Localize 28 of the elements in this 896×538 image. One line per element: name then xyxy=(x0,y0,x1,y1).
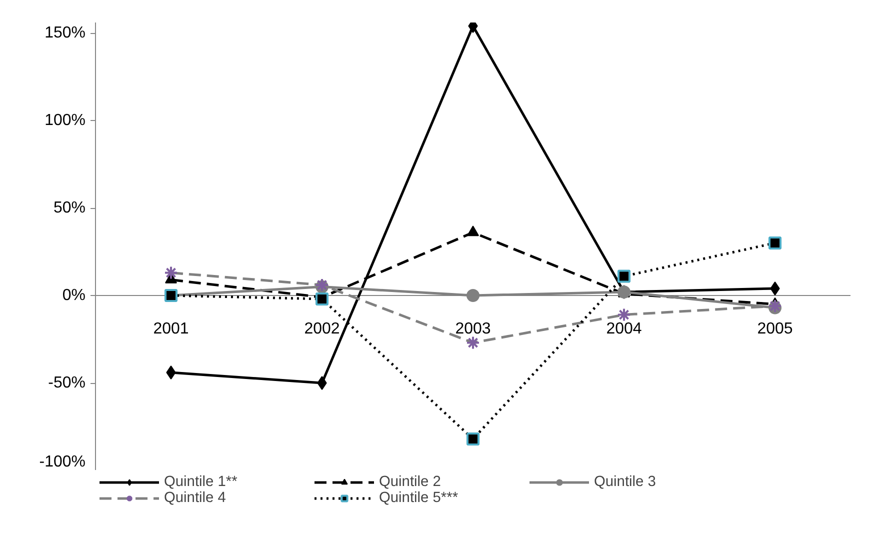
point xyxy=(164,266,178,280)
point xyxy=(467,226,479,236)
y-tick-label: 0% xyxy=(62,287,86,304)
point xyxy=(316,292,328,306)
point xyxy=(317,376,327,390)
point xyxy=(617,308,631,322)
y-tick-label: 50% xyxy=(53,200,86,216)
legend-label: Quintile 5*** xyxy=(379,490,460,506)
point xyxy=(466,336,480,350)
x-tick-label: 2004 xyxy=(606,320,642,338)
x-tick-label: 2002 xyxy=(304,320,340,338)
point xyxy=(466,432,480,446)
x-tick-label: 2005 xyxy=(757,320,793,338)
x-tick-label: 2001 xyxy=(153,320,189,338)
y-tick-label: 150% xyxy=(44,24,86,42)
legend-label: Quintile 4 xyxy=(164,490,227,506)
y-tick-label: -50% xyxy=(48,374,86,392)
point xyxy=(768,236,782,250)
legend-label: Quintile 3 xyxy=(594,474,657,490)
x-tick-label: 2003 xyxy=(455,320,491,338)
point xyxy=(466,289,480,302)
point xyxy=(618,270,630,283)
point xyxy=(770,282,780,296)
point xyxy=(166,366,176,380)
legend-label: Quintile 1** xyxy=(164,474,238,490)
y-tick-label: 100% xyxy=(44,112,86,129)
legend-label: Quintile 2 xyxy=(379,474,442,490)
y-tick-label: -100% xyxy=(39,454,86,470)
